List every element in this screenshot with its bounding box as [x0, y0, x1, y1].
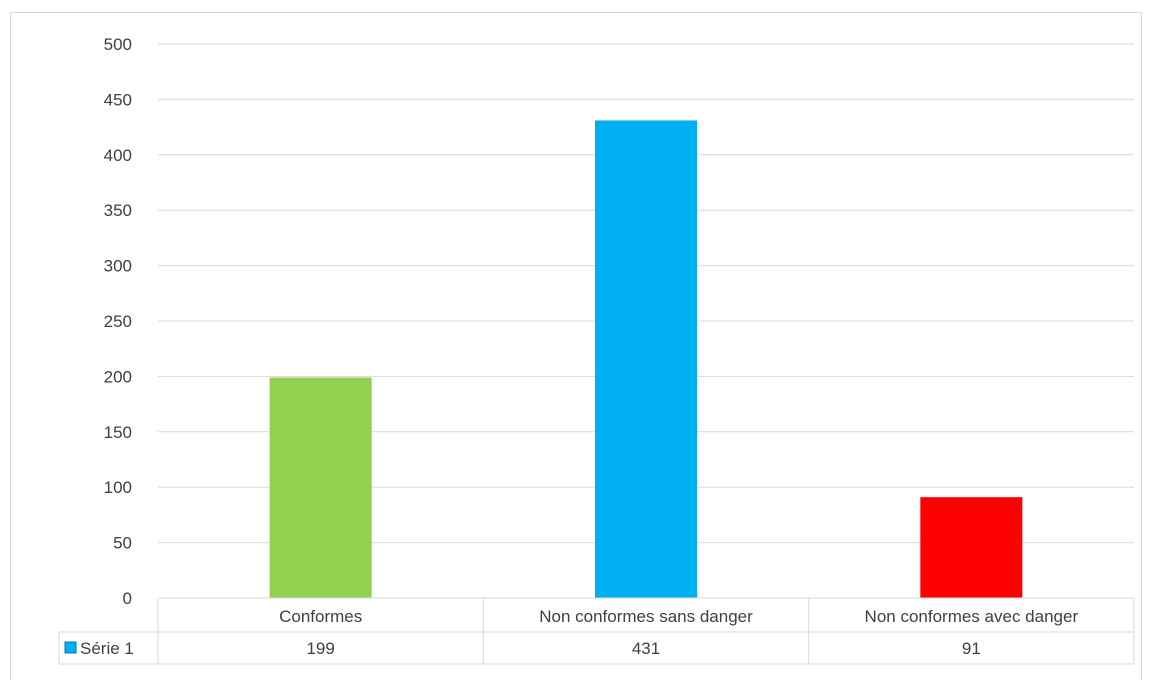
data-label: 199 [306, 639, 334, 658]
bar [920, 497, 1023, 598]
y-tick-label: 150 [104, 423, 132, 442]
y-tick-label: 400 [104, 146, 132, 165]
chart-frame [10, 12, 1142, 680]
y-tick-label: 50 [113, 534, 132, 553]
y-tick-label: 300 [104, 257, 132, 276]
data-label: 431 [632, 639, 660, 658]
y-tick-label: 450 [104, 90, 132, 109]
legend-label: Série 1 [80, 639, 134, 658]
y-tick-label: 250 [104, 312, 132, 331]
bars [269, 120, 1023, 599]
category-label: Non conformes sans danger [539, 607, 753, 626]
category-label: Non conformes avec danger [865, 607, 1079, 626]
y-tick-label: 200 [104, 367, 132, 386]
bar [269, 377, 372, 598]
y-tick-label: 0 [123, 589, 132, 608]
y-axis-ticks: 0 50 100 150 200 250 300 350 400 450 500 [104, 35, 132, 608]
data-table: Conformes 199 Non conformes sans danger 431… [58, 597, 1135, 665]
y-tick-label: 100 [104, 478, 132, 497]
category-label: Conformes [279, 607, 362, 626]
bar [595, 120, 697, 599]
y-tick-label: 500 [104, 35, 132, 54]
data-label: 91 [962, 639, 981, 658]
legend-key [64, 641, 77, 654]
y-tick-label: 350 [104, 201, 132, 220]
